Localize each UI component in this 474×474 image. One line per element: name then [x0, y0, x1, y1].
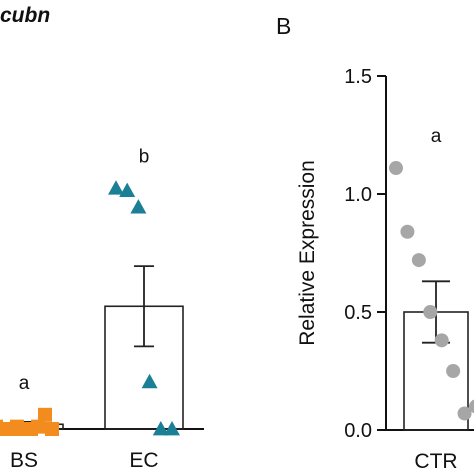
x-tick-label-ec: EC	[129, 449, 158, 472]
point-bs	[45, 422, 59, 436]
point-ctr	[469, 399, 474, 414]
x-tick-label-ctr: CTR	[414, 450, 457, 473]
x-tick-label-bs: BS	[10, 449, 38, 472]
point-ec	[119, 182, 136, 198]
point-ctr	[400, 224, 415, 239]
point-ctr	[446, 364, 461, 378]
point-bs	[31, 419, 45, 434]
significance-letter-ec: b	[139, 146, 150, 167]
point-ec	[152, 421, 169, 436]
point-ctr	[389, 161, 403, 176]
point-ctr	[457, 406, 472, 421]
y-tick-label: 0.5	[344, 302, 372, 324]
point-ctr	[434, 333, 449, 348]
point-bs	[38, 407, 52, 422]
point-ec	[141, 373, 158, 389]
panel-b-letter: B	[276, 13, 291, 39]
point-ec	[108, 180, 124, 195]
y-tick-label: 1.5	[344, 66, 372, 88]
panel-a-title: cubn	[0, 4, 50, 27]
panel-a: cubn a BS b EC	[0, 4, 204, 472]
panel-b: B Relative Expression a CTR 0.0 0.5 1.0 1.5	[276, 13, 474, 473]
point-ctr	[423, 305, 438, 319]
point-ec	[130, 199, 147, 214]
panel-b-y-axis-label: Relative Expression	[296, 160, 319, 346]
y-tick-label: 0.0	[344, 420, 372, 442]
y-tick-label: 1.0	[344, 184, 372, 206]
significance-letter-ctr: a	[431, 126, 442, 147]
point-ec	[164, 421, 180, 436]
significance-letter-bs: a	[19, 373, 30, 394]
point-ctr	[411, 253, 426, 268]
